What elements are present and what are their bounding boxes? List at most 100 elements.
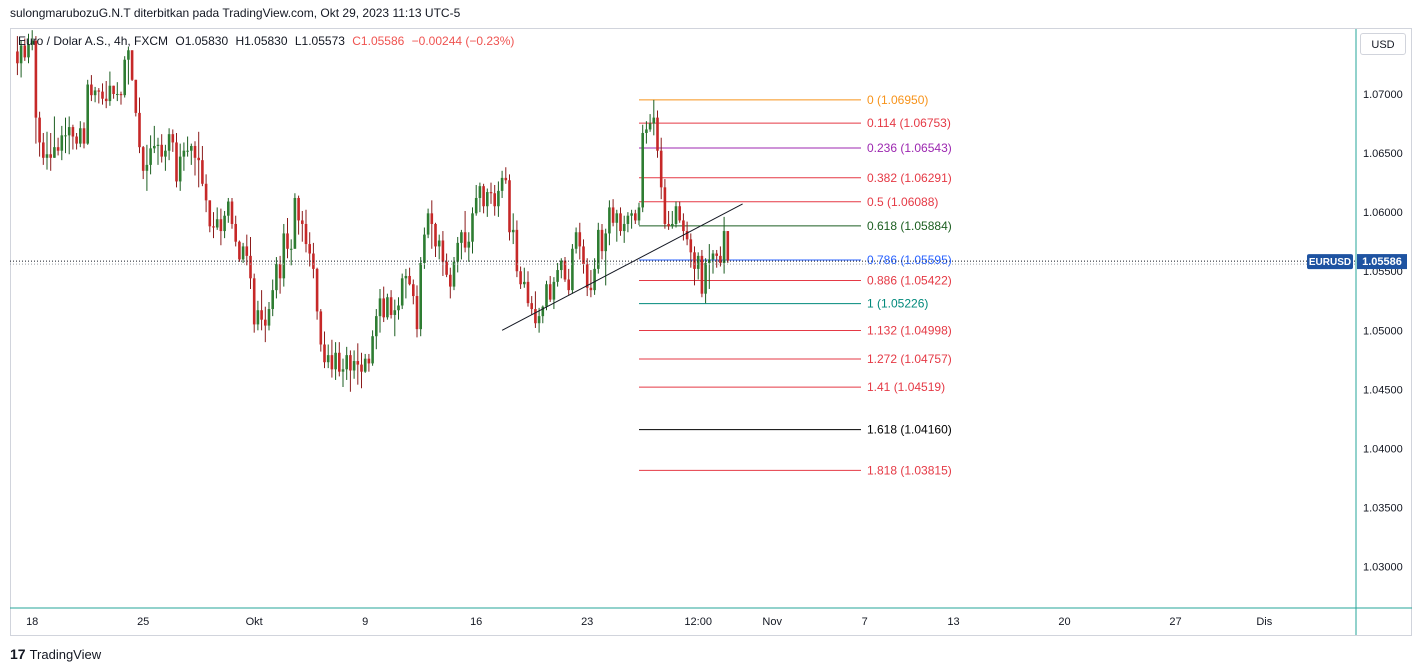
candle-body — [267, 309, 271, 326]
candle-body — [563, 260, 567, 280]
price-tick-label: 1.07000 — [1363, 89, 1403, 101]
fib-level-label: 0.114 (1.06753) — [867, 116, 951, 130]
candle-body — [571, 248, 574, 291]
candle-body — [641, 132, 644, 208]
time-tick-label: 16 — [470, 616, 482, 628]
candle-body — [67, 127, 71, 136]
candle-body — [230, 201, 234, 224]
candle-body — [452, 261, 456, 287]
candle-body — [297, 197, 300, 221]
fib-level-label: 0 (1.06950) — [867, 93, 928, 107]
ohlc-low: L1.05573 — [294, 34, 345, 48]
candle-body — [86, 84, 89, 144]
candle-body — [493, 193, 496, 207]
candle-body — [301, 220, 304, 224]
candle-body — [241, 246, 245, 260]
candle-body — [16, 51, 19, 64]
candles — [16, 30, 730, 392]
time-tick-label: 18 — [26, 616, 38, 628]
candle-body — [415, 296, 419, 330]
candle-body — [526, 281, 530, 304]
candle-body — [534, 309, 537, 324]
candle-body — [141, 147, 145, 171]
price-tick-label: 1.06000 — [1363, 207, 1403, 219]
trendline[interactable] — [501, 203, 743, 331]
candle-body — [622, 223, 626, 232]
candle-body — [371, 336, 374, 364]
symbol-name: Euro / Dolar A.S., 4h, FXCM — [18, 34, 169, 48]
candle-body — [404, 275, 408, 279]
candle-body — [463, 232, 467, 248]
candle-body — [426, 213, 430, 235]
time-tick-label: Dis — [1256, 616, 1272, 628]
candle-body — [145, 164, 149, 171]
currency-button[interactable]: USD — [1360, 33, 1406, 55]
candle-body — [637, 207, 641, 221]
candle-body — [360, 364, 363, 372]
candle-body — [93, 90, 97, 96]
candle-body — [323, 344, 326, 363]
candle-body — [489, 192, 493, 194]
candle-body — [552, 281, 556, 300]
ohlc-high: H1.05830 — [235, 34, 288, 48]
candle-body — [471, 213, 474, 242]
fib-level-label: 1.272 (1.04757) — [867, 352, 952, 366]
candle-body — [175, 142, 178, 182]
time-tick-label: Nov — [762, 616, 782, 628]
candle-body — [560, 260, 563, 271]
candle-body — [696, 255, 700, 269]
last-price-badge — [1357, 254, 1407, 270]
candle-body — [722, 231, 726, 263]
candle-body — [75, 136, 78, 144]
candle-body — [190, 145, 193, 151]
candle-body — [171, 134, 175, 143]
candle-body — [523, 281, 526, 285]
candle-body — [397, 305, 400, 311]
fib-level-label: 1.132 (1.04998) — [867, 324, 952, 338]
candle-body — [338, 352, 341, 372]
tradingview-logo-icon: 17 — [10, 646, 26, 662]
time-tick-label: Okt — [246, 616, 263, 628]
time-tick-label: 12:00 — [684, 616, 712, 628]
candle-body — [252, 278, 256, 325]
candle-body — [260, 310, 263, 320]
fib-level-label: 0.5 (1.06088) — [867, 195, 938, 209]
candle-body — [256, 310, 260, 325]
candle-body — [71, 127, 75, 137]
candle-body — [178, 156, 182, 182]
brand-name: TradingView — [29, 646, 102, 662]
candle-body — [134, 79, 138, 113]
candle-body — [108, 85, 112, 102]
candle-body — [60, 135, 64, 151]
candle-body — [611, 207, 615, 223]
candle-body — [519, 271, 522, 285]
fib-level-label: 1.41 (1.04519) — [867, 380, 945, 394]
candle-body — [608, 207, 611, 234]
candle-body — [123, 59, 126, 96]
candle-body — [700, 255, 704, 294]
candle-body — [186, 150, 189, 152]
candle-body — [578, 232, 582, 247]
candle-body — [408, 275, 411, 285]
footer-brand[interactable]: 17 TradingView — [10, 646, 101, 662]
candle-body — [19, 45, 23, 64]
candle-body — [437, 240, 441, 247]
symbol-legend: Euro / Dolar A.S., 4h, FXCM O1.05830 H1.… — [18, 34, 518, 48]
candle-body — [389, 297, 393, 315]
candle-body — [104, 98, 108, 102]
candle-body — [689, 239, 693, 253]
candle-body — [334, 352, 337, 370]
candle-body — [430, 213, 434, 224]
time-tick-label: 20 — [1058, 616, 1070, 628]
candle-body — [685, 231, 689, 240]
time-tick-label: 27 — [1169, 616, 1181, 628]
candle-body — [456, 242, 459, 262]
candle-body — [704, 262, 707, 294]
candle-body — [656, 117, 659, 151]
candle-body — [293, 197, 297, 249]
candle-body — [474, 197, 478, 214]
price-tick-label: 1.03000 — [1363, 562, 1403, 574]
candle-body — [315, 268, 319, 312]
chart-frame[interactable] — [10, 28, 1412, 636]
